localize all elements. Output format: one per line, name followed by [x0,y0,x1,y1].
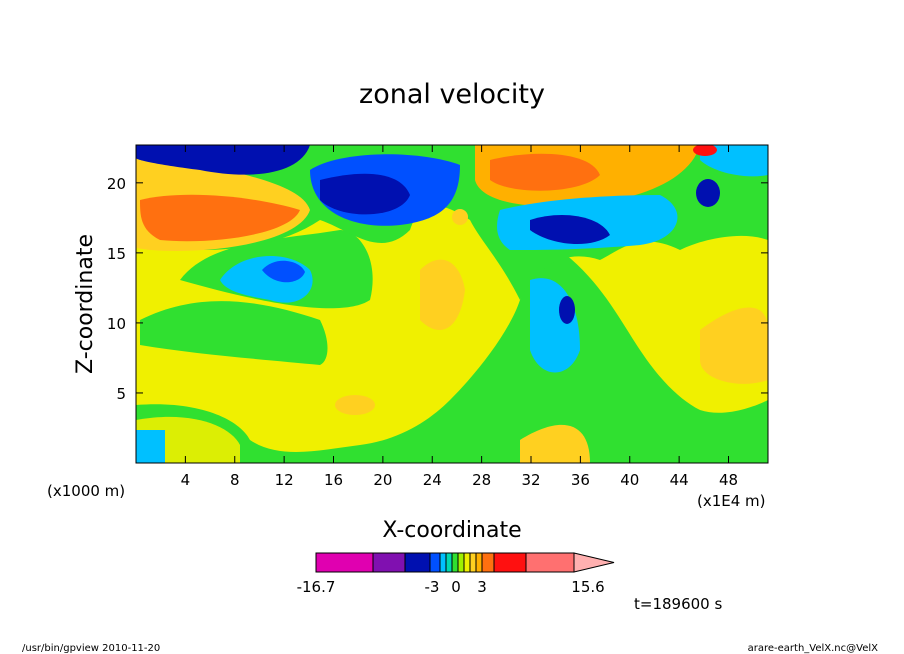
y-tick-label: 15 [107,245,126,263]
chart-title: zonal velocity [359,79,545,110]
x-tick-label: 44 [670,471,689,489]
colorbar-label: 0 [451,578,461,596]
x-tick-label: 12 [275,471,294,489]
colorbar-segment [445,552,453,573]
x-tick-label: 28 [472,471,491,489]
time-label: t=189600 s [634,595,722,613]
colorbar-arrow [573,552,615,573]
x-tick-label: 40 [620,471,639,489]
colorbar-segment [404,552,431,573]
plot-frame [135,144,769,464]
contour-field [136,145,768,463]
x-tick-label: 24 [423,471,442,489]
colorbar-label: 15.6 [571,578,604,596]
footer-right: arare-earth_VelX.nc@VelX [748,643,879,654]
colorbar-segment [315,552,374,573]
x-tick-label: 4 [181,471,191,489]
colorbar-segment [493,552,527,573]
colorbar-segment [429,552,441,573]
x-tick-label: 16 [324,471,343,489]
x-tick-label: 48 [719,471,738,489]
colorbar-segment [463,552,471,573]
colorbar-label: 3 [477,578,487,596]
x-tick-label: 32 [521,471,540,489]
colorbar-label: -3 [425,578,440,596]
y-tick-label: 10 [107,315,126,333]
colorbar-segment [439,552,447,573]
y-tick-label: 5 [116,385,126,403]
x-axis-label: X-coordinate [382,518,521,543]
colorbar-segment [372,552,406,573]
colorbar-segment [481,552,495,573]
colorbar-segment [525,552,575,573]
y-tick-label: 20 [107,175,126,193]
x-unit: (x1000 m) [47,482,125,500]
colorbar-segment [451,552,459,573]
colorbar-segment [475,552,483,573]
x-tick-label: 36 [571,471,590,489]
colorbar-segment [469,552,477,573]
x-tick-label: 8 [230,471,240,489]
colorbar-label: -16.7 [297,578,336,596]
footer-left: /usr/bin/gpview 2010-11-20 [22,643,160,654]
y-axis-label: Z-coordinate [73,234,98,374]
x-tick-label: 20 [373,471,392,489]
colorbar-segment [457,552,465,573]
x-unit-right: (x1E4 m) [697,492,766,510]
